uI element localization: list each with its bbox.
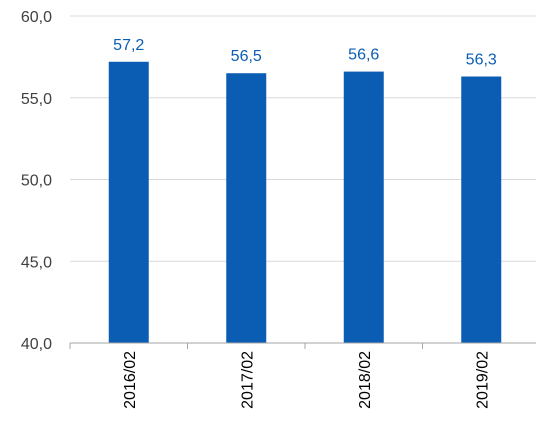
x-tick-label: 2018/02 (357, 351, 374, 409)
bar (461, 76, 502, 344)
y-tick-label: 40,0 (21, 336, 52, 353)
data-label: 56,3 (466, 51, 497, 68)
data-labels: 57,2 56,5 56,6 56,3 (113, 37, 497, 69)
x-tick-label: 2016/02 (122, 351, 139, 409)
y-tick-label: 60,0 (21, 9, 52, 26)
y-tick-label: 45,0 (21, 254, 52, 271)
y-tick-label: 50,0 (21, 173, 52, 190)
bars (108, 61, 502, 344)
data-label: 56,6 (348, 47, 379, 64)
bar (343, 71, 384, 343)
x-axis (69, 342, 536, 349)
bar (226, 73, 267, 343)
x-tick-label: 2019/02 (474, 351, 491, 409)
y-tick-label: 55,0 (21, 91, 52, 108)
data-label: 57,2 (113, 37, 144, 54)
bar (108, 61, 149, 343)
data-label: 56,5 (231, 48, 262, 65)
x-tick-label: 2017/02 (239, 351, 256, 409)
x-axis-tick-labels: 2016/02 2017/02 2018/02 2019/02 (122, 351, 492, 409)
y-axis-tick-labels: 40,0 45,0 50,0 55,0 60,0 (21, 9, 52, 353)
